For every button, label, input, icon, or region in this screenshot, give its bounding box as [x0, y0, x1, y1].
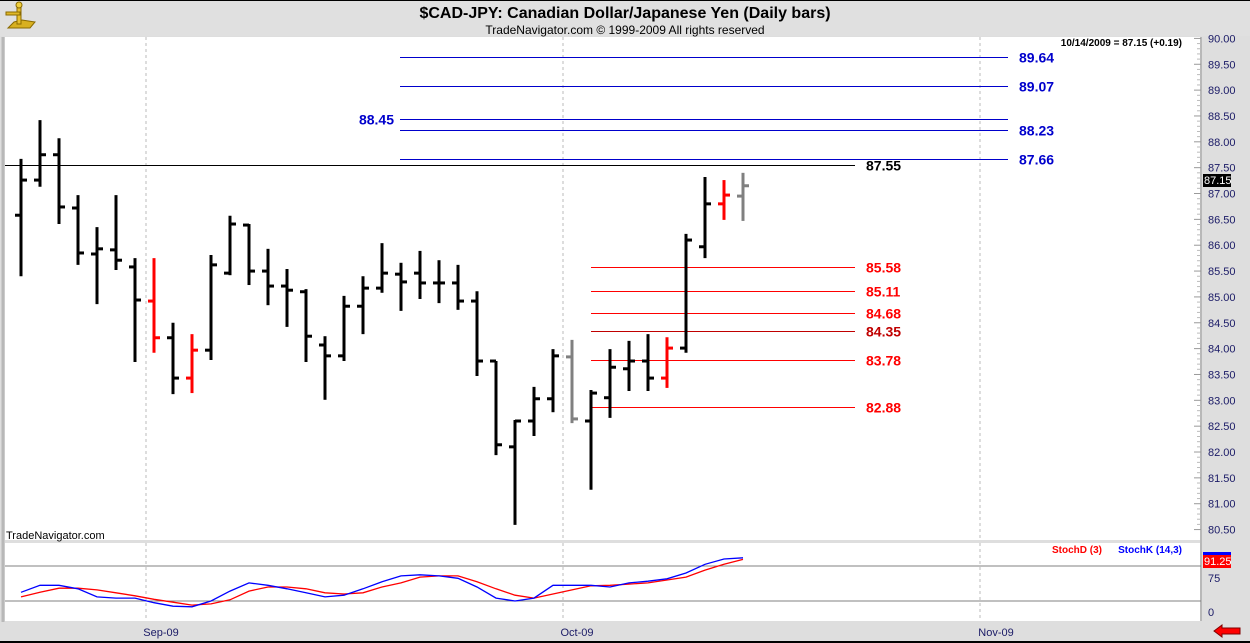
level-label: 87.55 [866, 158, 901, 174]
level-label: 84.35 [866, 324, 901, 340]
x-label-oct: Oct-09 [560, 627, 593, 639]
stochastic-panel [5, 543, 1201, 621]
ohlc-bars [15, 120, 749, 525]
y-tick-label: 89.50 [1208, 59, 1236, 71]
y-tick-label: 84.50 [1208, 318, 1236, 330]
month-gridlines [5, 37, 1201, 621]
last-quote: 10/14/2009 = 87.15 (+0.19) [1061, 38, 1182, 49]
level-lines: 89.64 89.07 88.45 88.23 87.66 87.55 85.58 85.11… [5, 50, 1054, 416]
stoch-value-box [1203, 555, 1231, 568]
price-axis: 90.00 89.50 89.00 88.50 88.00 87.50 87.00 86.50… [1194, 33, 1236, 537]
x-label-sep: Sep-09 [143, 627, 178, 639]
stochk-value-marker [1203, 552, 1231, 555]
level-label: 88.45 [359, 112, 394, 128]
x-label-nov: Nov-09 [978, 627, 1013, 639]
y-tick-label: 85.00 [1208, 292, 1236, 304]
stoch-axis-0: 0 [1208, 607, 1214, 619]
y-tick-label: 87.00 [1208, 189, 1236, 201]
y-tick-label: 86.00 [1208, 240, 1236, 252]
stochastic-lines [20, 557, 744, 608]
level-label: 89.07 [1019, 79, 1054, 95]
level-label: 89.64 [1019, 50, 1054, 66]
y-tick-label: 87.50 [1208, 163, 1236, 175]
chart-title: $CAD-JPY: Canadian Dollar/Japanese Yen (… [419, 5, 830, 22]
y-tick-label: 81.00 [1208, 499, 1236, 511]
stoch-last-value: 91.25 [1204, 556, 1232, 568]
y-tick-label: 80.50 [1208, 525, 1236, 537]
stochk-legend: StochK (14,3) [1118, 545, 1182, 556]
y-tick-label: 84.00 [1208, 344, 1236, 356]
stochd-legend: StochD (3) [1052, 545, 1102, 556]
y-tick-label: 88.00 [1208, 137, 1236, 149]
stochk-line [20, 557, 744, 608]
level-label: 82.88 [866, 400, 901, 416]
level-label: 84.68 [866, 306, 901, 322]
last-price-label: 87.15 [1204, 175, 1232, 187]
copyright-subtitle: TradeNavigator.com © 1999-2009 All right… [485, 23, 764, 37]
sextant-icon [5, 1, 36, 29]
y-tick-label: 89.00 [1208, 85, 1236, 97]
y-tick-label: 90.00 [1208, 33, 1236, 45]
y-tick-label: 85.50 [1208, 266, 1236, 278]
stoch-axis-75: 75 [1208, 573, 1220, 585]
level-label: 83.78 [866, 353, 901, 369]
y-tick-label: 82.00 [1208, 447, 1236, 459]
red-left-arrow-icon[interactable] [1213, 624, 1241, 638]
y-tick-label: 88.50 [1208, 111, 1236, 123]
level-label: 87.66 [1019, 152, 1054, 168]
level-label: 85.58 [866, 260, 901, 276]
level-label: 88.23 [1019, 123, 1054, 139]
y-tick-label: 86.50 [1208, 214, 1236, 226]
y-tick-label: 81.50 [1208, 473, 1236, 485]
level-label: 85.11 [866, 284, 900, 300]
y-tick-label: 82.50 [1208, 421, 1236, 433]
watermark: TradeNavigator.com [6, 530, 105, 542]
y-tick-label: 83.50 [1208, 369, 1236, 381]
y-tick-label: 83.00 [1208, 395, 1236, 407]
header-bar [0, 0, 1250, 36]
last-price-box [1203, 174, 1231, 187]
price-panel [5, 37, 1201, 540]
